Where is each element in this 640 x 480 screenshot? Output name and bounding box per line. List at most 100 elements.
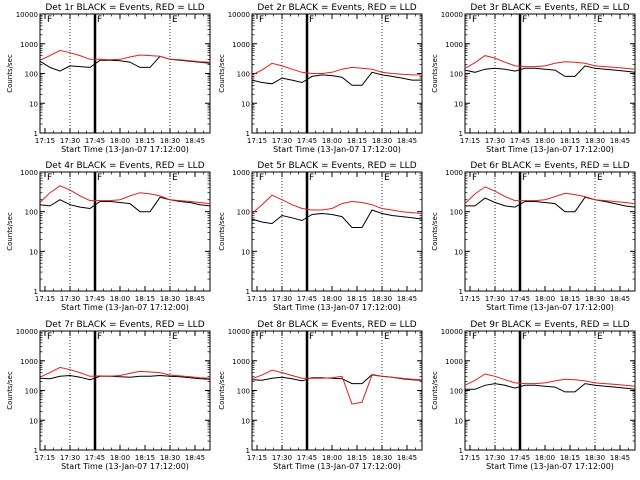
x-tick-label: 17:30 bbox=[485, 137, 505, 145]
marker-label: F bbox=[97, 173, 102, 183]
y-tick-label: 1000 bbox=[445, 358, 463, 366]
series-line-lld bbox=[251, 369, 423, 405]
x-tick-label: 17:45 bbox=[297, 295, 317, 303]
plot-frame bbox=[464, 13, 636, 134]
series-line-events bbox=[464, 65, 636, 77]
y-tick-label: 1000 bbox=[232, 358, 250, 366]
y-tick-label: 100 bbox=[450, 71, 463, 79]
panel-5: Det 5r BLACK = Events, RED = LLD 1 10 100 10… bbox=[218, 161, 423, 312]
y-tick-label: 1 bbox=[34, 288, 38, 296]
series-line-lld bbox=[251, 194, 423, 214]
marker-label: E bbox=[597, 332, 603, 342]
series-line-lld bbox=[39, 49, 211, 63]
y-axis-label: Counts/sec bbox=[6, 54, 14, 93]
x-tick-label: 17:30 bbox=[60, 454, 80, 462]
panel-2: Det 2r BLACK = Events, RED = LLD 1 10 100 10… bbox=[218, 3, 423, 154]
y-tick-label: 10 bbox=[29, 100, 38, 108]
x-tick-label: 18:30 bbox=[585, 295, 605, 303]
marker-label: E bbox=[384, 173, 390, 183]
marker-label: E bbox=[597, 173, 603, 183]
marker-label: F bbox=[259, 173, 264, 183]
panel-title: Det 3r BLACK = Events, RED = LLD bbox=[470, 3, 629, 13]
y-tick-label: 1000 bbox=[445, 41, 463, 49]
series-line-lld bbox=[464, 55, 636, 70]
panel-title: Det 7r BLACK = Events, RED = LLD bbox=[45, 320, 204, 330]
x-axis-label: Start Time (13-Jan-07 17:12:00) bbox=[486, 462, 614, 471]
y-tick-label: 10 bbox=[241, 100, 250, 108]
y-tick-label: 100 bbox=[237, 209, 250, 217]
plot-frame bbox=[464, 330, 636, 451]
x-tick-label: 18:45 bbox=[397, 295, 417, 303]
x-tick-label: 17:15 bbox=[247, 137, 267, 145]
y-tick-label: 10000 bbox=[228, 11, 250, 19]
x-tick-label: 17:15 bbox=[247, 295, 267, 303]
panel-title: Det 9r BLACK = Events, RED = LLD bbox=[470, 320, 629, 330]
x-tick-label: 17:45 bbox=[510, 137, 530, 145]
y-tick-label: 10000 bbox=[441, 11, 463, 19]
x-tick-label: 18:15 bbox=[560, 295, 580, 303]
y-tick-label: 1 bbox=[246, 130, 250, 138]
x-tick-label: 17:15 bbox=[35, 454, 55, 462]
panel-6: Det 6r BLACK = Events, RED = LLD 1 10 100 10… bbox=[431, 161, 636, 312]
marker-label: F bbox=[309, 332, 314, 342]
y-axis-label: Counts/sec bbox=[431, 371, 439, 410]
x-tick-label: 18:15 bbox=[135, 137, 155, 145]
x-axis-label: Start Time (13-Jan-07 17:12:00) bbox=[273, 462, 401, 471]
marker-label: F bbox=[47, 173, 52, 183]
x-axis-label: Start Time (13-Jan-07 17:12:00) bbox=[486, 303, 614, 312]
x-tick-label: 17:45 bbox=[510, 454, 530, 462]
x-tick-label: 18:45 bbox=[397, 137, 417, 145]
x-tick-label: 18:30 bbox=[585, 137, 605, 145]
x-tick-label: 18:00 bbox=[535, 137, 555, 145]
panel-4: Det 4r BLACK = Events, RED = LLD 1 10 100 10… bbox=[6, 161, 211, 312]
marker-label: F bbox=[522, 332, 527, 342]
x-axis-label: Start Time (13-Jan-07 17:12:00) bbox=[61, 462, 189, 471]
x-tick-label: 17:45 bbox=[85, 295, 105, 303]
x-tick-label: 18:30 bbox=[160, 137, 180, 145]
x-tick-label: 18:45 bbox=[185, 295, 205, 303]
series-line-lld bbox=[39, 366, 211, 379]
panel-7: Det 7r BLACK = Events, RED = LLD 1 10 100 10… bbox=[6, 320, 211, 471]
x-tick-label: 18:45 bbox=[610, 454, 630, 462]
y-tick-label: 10000 bbox=[441, 328, 463, 336]
x-tick-label: 18:30 bbox=[372, 137, 392, 145]
x-tick-label: 18:30 bbox=[585, 454, 605, 462]
x-tick-label: 18:45 bbox=[397, 454, 417, 462]
plot-frame bbox=[39, 171, 211, 292]
plot-frame bbox=[251, 330, 423, 451]
y-tick-label: 10 bbox=[29, 248, 38, 256]
y-tick-label: 10000 bbox=[228, 328, 250, 336]
x-tick-label: 18:45 bbox=[185, 137, 205, 145]
y-tick-label: 1 bbox=[459, 288, 463, 296]
y-axis-label: Counts/sec bbox=[6, 212, 14, 251]
x-tick-label: 17:30 bbox=[272, 137, 292, 145]
y-tick-label: 100 bbox=[450, 388, 463, 396]
series-line-lld bbox=[251, 62, 422, 76]
marker-label: F bbox=[309, 15, 314, 25]
panel-3: Det 3r BLACK = Events, RED = LLD 1 10 100 10… bbox=[431, 3, 636, 154]
y-tick-label: 1000 bbox=[232, 169, 250, 177]
x-tick-label: 17:15 bbox=[35, 137, 55, 145]
series-line-events bbox=[251, 71, 422, 86]
marker-label: F bbox=[522, 15, 527, 25]
marker-label: E bbox=[172, 173, 178, 183]
y-axis-label: Counts/sec bbox=[431, 212, 439, 251]
y-tick-label: 1 bbox=[459, 447, 463, 455]
y-tick-label: 10 bbox=[241, 248, 250, 256]
x-tick-label: 18:00 bbox=[110, 295, 130, 303]
y-tick-label: 1 bbox=[246, 288, 250, 296]
x-tick-label: 17:30 bbox=[60, 137, 80, 145]
y-tick-label: 1000 bbox=[20, 41, 38, 49]
marker-label: F bbox=[47, 332, 52, 342]
y-tick-label: 1000 bbox=[232, 41, 250, 49]
panel-title: Det 6r BLACK = Events, RED = LLD bbox=[470, 161, 629, 171]
x-tick-label: 18:00 bbox=[535, 454, 555, 462]
x-tick-label: 17:15 bbox=[460, 137, 480, 145]
y-axis-label: Counts/sec bbox=[431, 54, 439, 93]
y-tick-label: 10 bbox=[454, 248, 463, 256]
series-line-events bbox=[39, 196, 211, 213]
y-tick-label: 10 bbox=[454, 417, 463, 425]
y-tick-label: 10 bbox=[241, 417, 250, 425]
x-tick-label: 18:15 bbox=[347, 137, 367, 145]
marker-label: E bbox=[172, 15, 178, 25]
